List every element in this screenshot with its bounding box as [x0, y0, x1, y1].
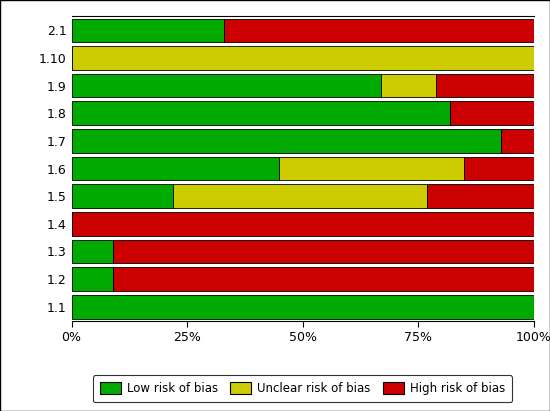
- Bar: [381, 74, 437, 97]
- Bar: [72, 157, 279, 180]
- Bar: [173, 185, 427, 208]
- Bar: [113, 268, 534, 291]
- Bar: [72, 268, 113, 291]
- Bar: [72, 18, 224, 42]
- Bar: [450, 102, 534, 125]
- Bar: [72, 295, 534, 319]
- Bar: [72, 240, 113, 263]
- Bar: [427, 185, 534, 208]
- Legend: Low risk of bias, Unclear risk of bias, High risk of bias: Low risk of bias, Unclear risk of bias, …: [93, 375, 512, 402]
- Bar: [72, 212, 534, 236]
- Bar: [224, 18, 534, 42]
- Bar: [279, 157, 464, 180]
- Bar: [72, 185, 173, 208]
- Bar: [72, 129, 501, 152]
- Bar: [464, 157, 534, 180]
- Bar: [72, 46, 534, 70]
- Bar: [437, 74, 534, 97]
- Bar: [72, 74, 381, 97]
- Bar: [72, 102, 450, 125]
- Bar: [113, 240, 534, 263]
- Bar: [501, 129, 534, 152]
